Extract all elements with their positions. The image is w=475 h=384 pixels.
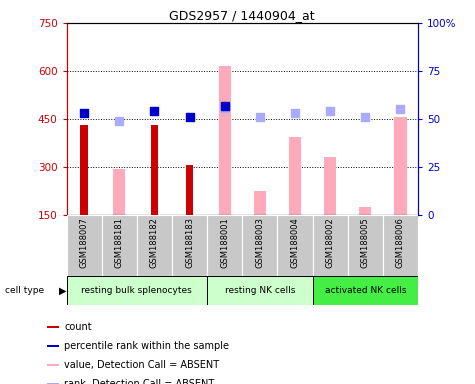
- Text: GSM188182: GSM188182: [150, 217, 159, 268]
- Bar: [289, 137, 301, 215]
- Bar: [277, 215, 313, 276]
- Text: GSM188181: GSM188181: [115, 217, 124, 268]
- Point: [291, 110, 299, 116]
- Bar: [102, 215, 137, 276]
- Text: value, Detection Call = ABSENT: value, Detection Call = ABSENT: [64, 360, 219, 370]
- Bar: [254, 191, 266, 215]
- Point: [221, 103, 228, 109]
- Text: GSM188001: GSM188001: [220, 217, 229, 268]
- Point: [115, 118, 123, 124]
- Title: GDS2957 / 1440904_at: GDS2957 / 1440904_at: [170, 9, 315, 22]
- Point: [186, 114, 193, 120]
- Bar: [113, 169, 125, 215]
- Text: count: count: [64, 322, 92, 332]
- Text: GSM188183: GSM188183: [185, 217, 194, 268]
- Point: [397, 106, 404, 113]
- Bar: [242, 215, 277, 276]
- Bar: [47, 326, 58, 328]
- Bar: [207, 215, 242, 276]
- Text: percentile rank within the sample: percentile rank within the sample: [64, 341, 229, 351]
- Bar: [151, 126, 158, 215]
- Bar: [383, 215, 418, 276]
- Text: GSM188002: GSM188002: [326, 217, 334, 268]
- Bar: [207, 276, 313, 305]
- Point: [151, 108, 158, 114]
- Bar: [66, 276, 207, 305]
- Text: cell type: cell type: [5, 286, 44, 295]
- Point: [361, 114, 369, 120]
- Bar: [348, 215, 383, 276]
- Text: ▶: ▶: [59, 286, 67, 296]
- Bar: [80, 126, 88, 215]
- Bar: [313, 276, 418, 305]
- Text: GSM188005: GSM188005: [361, 217, 370, 268]
- Bar: [359, 207, 371, 215]
- Bar: [394, 118, 407, 215]
- Bar: [47, 383, 58, 384]
- Text: GSM188003: GSM188003: [256, 217, 264, 268]
- Point: [80, 110, 88, 116]
- Text: GSM188004: GSM188004: [291, 217, 299, 268]
- Point: [326, 108, 334, 114]
- Bar: [172, 215, 207, 276]
- Bar: [47, 364, 58, 366]
- Text: rank, Detection Call = ABSENT: rank, Detection Call = ABSENT: [64, 379, 214, 384]
- Bar: [313, 215, 348, 276]
- Bar: [324, 157, 336, 215]
- Point: [221, 104, 228, 111]
- Bar: [66, 215, 102, 276]
- Point: [256, 114, 264, 120]
- Bar: [137, 215, 172, 276]
- Bar: [47, 345, 58, 347]
- Text: resting NK cells: resting NK cells: [225, 286, 295, 295]
- Bar: [186, 166, 193, 215]
- Text: activated NK cells: activated NK cells: [324, 286, 406, 295]
- Bar: [218, 66, 231, 215]
- Text: GSM188007: GSM188007: [80, 217, 88, 268]
- Text: GSM188006: GSM188006: [396, 217, 405, 268]
- Text: resting bulk splenocytes: resting bulk splenocytes: [81, 286, 192, 295]
